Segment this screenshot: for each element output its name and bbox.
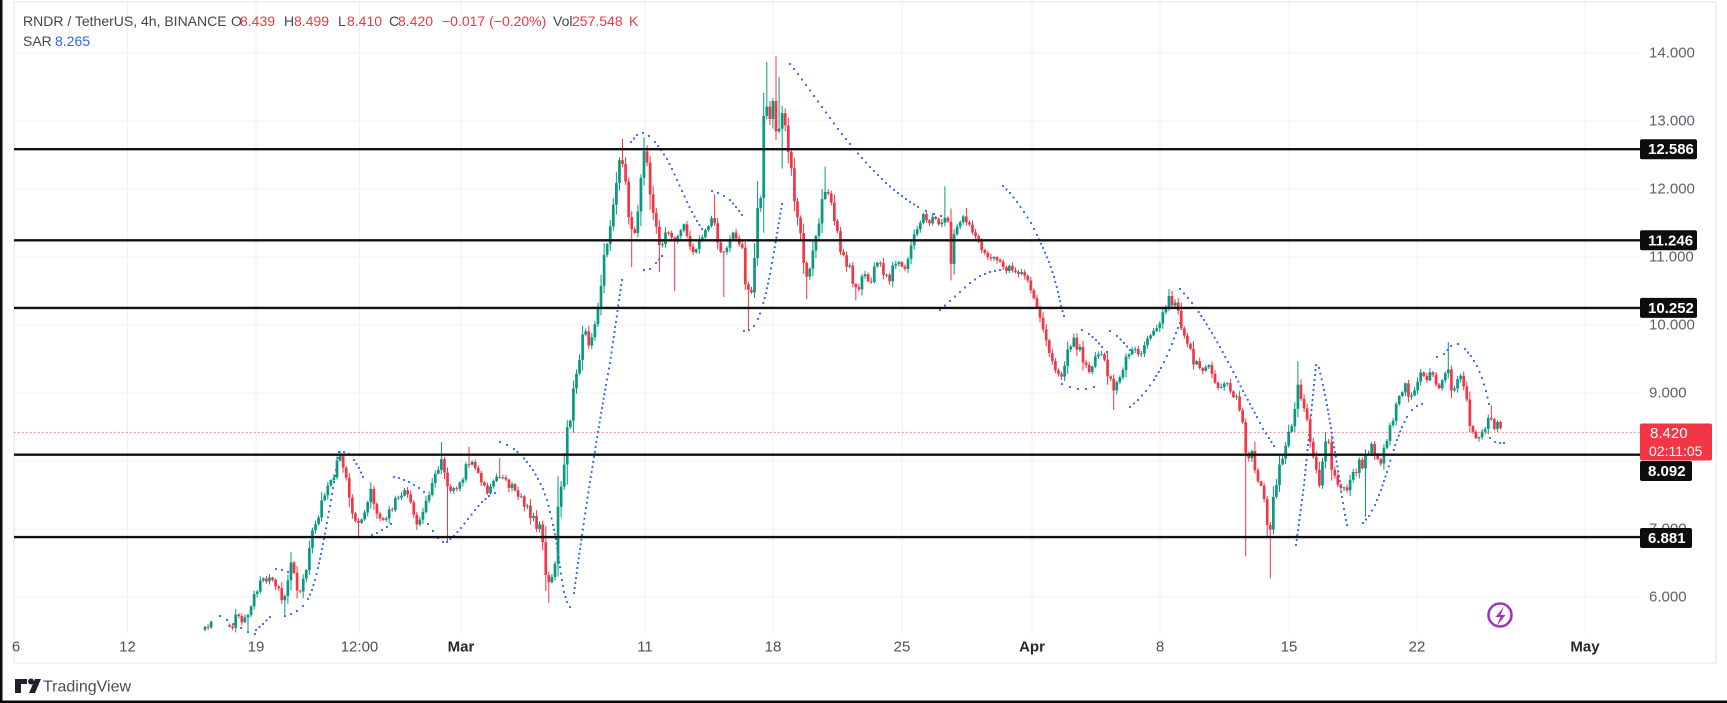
- svg-text:6: 6: [12, 639, 20, 656]
- svg-text:Apr: Apr: [1019, 639, 1045, 656]
- svg-text:22: 22: [1409, 639, 1426, 656]
- svg-text:RNDR / TetherUS, 4h, BINANCE: RNDR / TetherUS, 4h, BINANCE: [23, 13, 227, 29]
- svg-text:K: K: [629, 13, 639, 29]
- svg-text:8.499: 8.499: [294, 13, 329, 29]
- svg-text:15: 15: [1281, 639, 1298, 656]
- svg-text:Vol: Vol: [553, 13, 572, 29]
- svg-text:May: May: [1570, 639, 1600, 656]
- svg-text:18: 18: [765, 639, 782, 656]
- svg-text:12.000: 12.000: [1649, 181, 1695, 198]
- svg-text:19: 19: [248, 639, 265, 656]
- svg-text:9.000: 9.000: [1649, 385, 1687, 402]
- svg-text:12.586: 12.586: [1648, 141, 1694, 158]
- svg-text:TradingView: TradingView: [43, 679, 131, 696]
- svg-text:11.000: 11.000: [1649, 249, 1694, 266]
- svg-text:14.000: 14.000: [1649, 45, 1695, 62]
- svg-text:13.000: 13.000: [1649, 113, 1695, 130]
- svg-text:12: 12: [119, 639, 136, 656]
- svg-text:10.000: 10.000: [1649, 317, 1695, 334]
- svg-text:11.246: 11.246: [1648, 232, 1693, 249]
- svg-text:6.881: 6.881: [1648, 530, 1686, 547]
- svg-text:12:00: 12:00: [341, 639, 379, 656]
- svg-text:8.410: 8.410: [347, 13, 382, 29]
- svg-text:257.548: 257.548: [572, 13, 623, 29]
- svg-text:−0.017 (−0.20%): −0.017 (−0.20%): [442, 13, 546, 29]
- svg-text:6.000: 6.000: [1649, 589, 1687, 606]
- svg-text:8.439: 8.439: [240, 13, 275, 29]
- svg-text:10.252: 10.252: [1648, 300, 1694, 317]
- svg-text:8.420: 8.420: [398, 13, 433, 29]
- svg-text:8.265: 8.265: [55, 33, 90, 49]
- svg-text:8: 8: [1156, 639, 1164, 656]
- svg-text:25: 25: [894, 639, 911, 656]
- svg-text:02:11:05: 02:11:05: [1649, 443, 1703, 459]
- svg-text:SAR: SAR: [23, 33, 52, 49]
- svg-text:11: 11: [637, 639, 653, 656]
- svg-text:L: L: [338, 13, 346, 29]
- svg-text:C: C: [389, 13, 399, 29]
- svg-text:O: O: [231, 13, 242, 29]
- svg-text:Mar: Mar: [448, 639, 475, 656]
- svg-text:H: H: [284, 13, 294, 29]
- svg-text:8.420: 8.420: [1650, 425, 1688, 442]
- svg-text:8.092: 8.092: [1648, 463, 1686, 480]
